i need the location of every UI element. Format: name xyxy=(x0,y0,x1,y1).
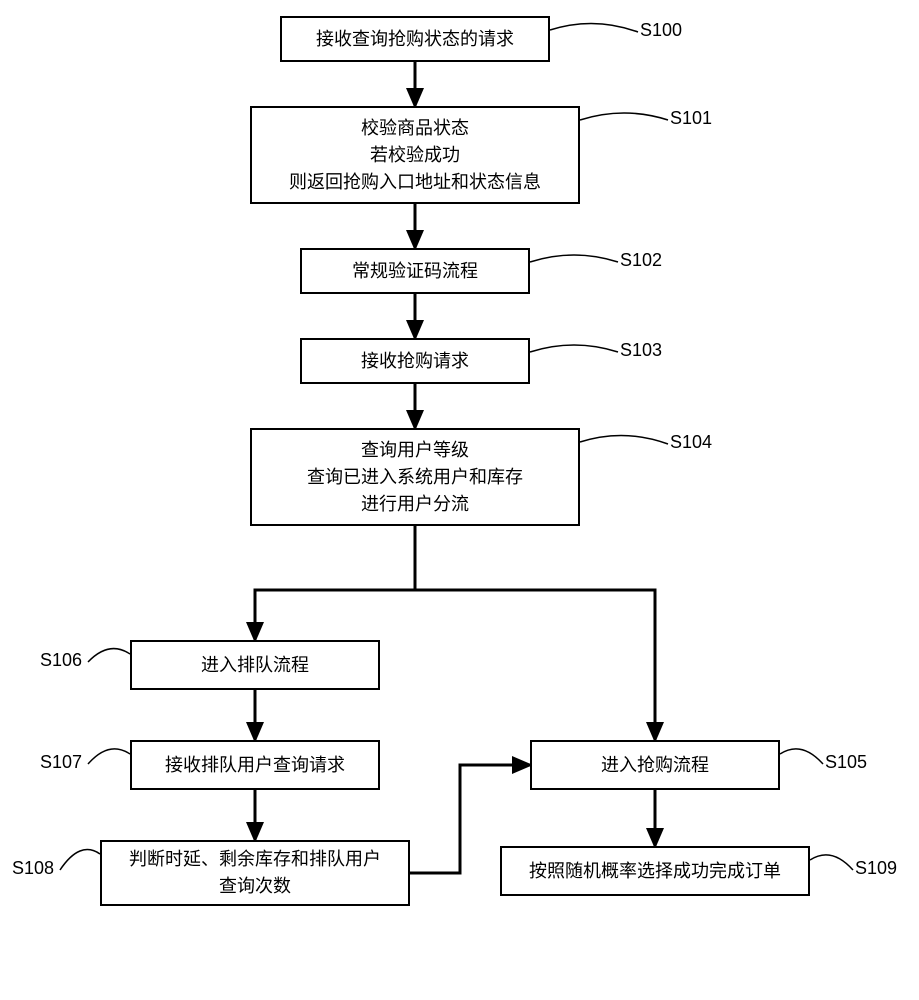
step-label-s107: S107 xyxy=(40,752,82,773)
flowchart-node-s105: 进入抢购流程 xyxy=(530,740,780,790)
flowchart-node-s101: 校验商品状态 若校验成功 则返回抢购入口地址和状态信息 xyxy=(250,106,580,204)
flowchart-node-s102: 常规验证码流程 xyxy=(300,248,530,294)
edge-split-s106 xyxy=(255,590,415,640)
flowchart-node-s107: 接收排队用户查询请求 xyxy=(130,740,380,790)
flowchart-node-s103: 接收抢购请求 xyxy=(300,338,530,384)
step-label-s102: S102 xyxy=(620,250,662,271)
step-label-s103: S103 xyxy=(620,340,662,361)
step-label-s101: S101 xyxy=(670,108,712,129)
step-label-s104: S104 xyxy=(670,432,712,453)
flowchart-node-s108: 判断时延、剩余库存和排队用户 查询次数 xyxy=(100,840,410,906)
step-label-s105: S105 xyxy=(825,752,867,773)
step-label-s108: S108 xyxy=(12,858,54,879)
flowchart-node-s100: 接收查询抢购状态的请求 xyxy=(280,16,550,62)
edge-split-s105 xyxy=(415,590,655,740)
step-label-s106: S106 xyxy=(40,650,82,671)
step-label-s109: S109 xyxy=(855,858,897,879)
step-label-s100: S100 xyxy=(640,20,682,41)
flowchart-node-s109: 按照随机概率选择成功完成订单 xyxy=(500,846,810,896)
flowchart-node-s104: 查询用户等级 查询已进入系统用户和库存 进行用户分流 xyxy=(250,428,580,526)
flowchart-node-s106: 进入排队流程 xyxy=(130,640,380,690)
